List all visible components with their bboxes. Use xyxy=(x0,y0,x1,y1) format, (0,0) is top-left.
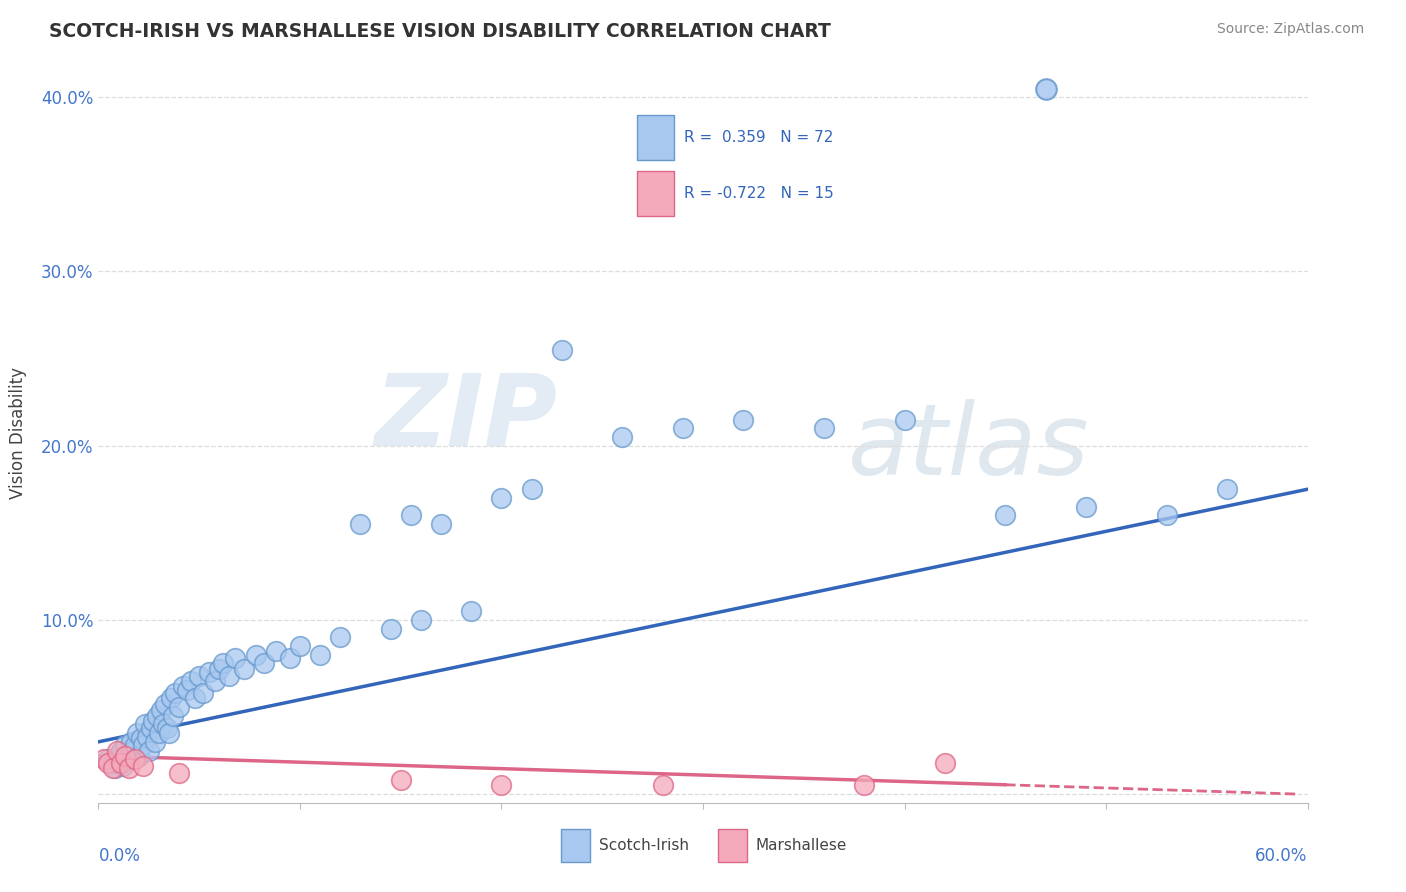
Point xyxy=(218,668,240,682)
Text: 0.0%: 0.0% xyxy=(98,847,141,865)
Point xyxy=(193,686,215,700)
Point xyxy=(278,651,301,665)
Point xyxy=(389,773,412,788)
Point xyxy=(409,613,432,627)
Point xyxy=(114,748,136,763)
Point xyxy=(264,644,287,658)
Point xyxy=(101,756,124,770)
Point xyxy=(129,731,152,746)
Point xyxy=(110,756,132,770)
Text: atlas: atlas xyxy=(848,399,1090,496)
Point xyxy=(152,717,174,731)
Point xyxy=(460,604,482,618)
Point xyxy=(198,665,221,680)
Point xyxy=(139,721,162,735)
Y-axis label: Vision Disability: Vision Disability xyxy=(10,367,27,499)
Point xyxy=(180,673,202,688)
Point xyxy=(111,759,134,773)
Point xyxy=(1216,482,1239,496)
Point xyxy=(142,714,165,728)
Point xyxy=(93,752,115,766)
Point xyxy=(288,639,311,653)
Point xyxy=(1156,508,1178,523)
Point xyxy=(893,412,915,426)
Point xyxy=(349,517,371,532)
Text: ZIP: ZIP xyxy=(375,369,558,467)
Point xyxy=(115,752,138,766)
Point xyxy=(813,421,835,435)
Point xyxy=(124,739,146,753)
Point xyxy=(1074,500,1097,514)
Point xyxy=(167,700,190,714)
Point xyxy=(176,682,198,697)
Point xyxy=(212,657,235,671)
Point xyxy=(160,691,183,706)
Point xyxy=(612,430,634,444)
Point xyxy=(733,412,755,426)
Point xyxy=(135,730,157,744)
Point xyxy=(551,343,574,357)
Point xyxy=(138,743,160,757)
Point xyxy=(224,651,246,665)
Point xyxy=(105,743,128,757)
Point xyxy=(110,743,132,757)
Text: 60.0%: 60.0% xyxy=(1256,847,1308,865)
Point xyxy=(120,735,142,749)
Point xyxy=(184,691,207,706)
Point xyxy=(853,778,876,792)
Point xyxy=(97,756,120,770)
Point xyxy=(146,708,169,723)
Point xyxy=(128,748,150,763)
Point xyxy=(118,748,141,763)
Point xyxy=(309,648,332,662)
Point xyxy=(934,756,956,770)
Point xyxy=(651,778,673,792)
Point xyxy=(107,756,129,770)
Point xyxy=(188,668,211,682)
Point xyxy=(134,717,156,731)
Point xyxy=(121,743,143,757)
Point xyxy=(329,630,352,644)
Point xyxy=(124,752,146,766)
Point xyxy=(118,761,141,775)
Point xyxy=(399,508,422,523)
Point xyxy=(101,761,124,775)
Point xyxy=(380,622,402,636)
Point xyxy=(204,673,226,688)
Point xyxy=(153,697,176,711)
Point xyxy=(149,703,172,717)
Point xyxy=(672,421,695,435)
Point xyxy=(103,761,125,775)
Point xyxy=(245,648,267,662)
Point xyxy=(157,726,180,740)
Point xyxy=(430,517,453,532)
Point xyxy=(105,748,128,763)
Point xyxy=(163,686,186,700)
Point xyxy=(253,657,276,671)
Point xyxy=(162,708,184,723)
Point xyxy=(125,726,148,740)
Point xyxy=(143,735,166,749)
Text: SCOTCH-IRISH VS MARSHALLESE VISION DISABILITY CORRELATION CHART: SCOTCH-IRISH VS MARSHALLESE VISION DISAB… xyxy=(49,22,831,41)
Point xyxy=(232,662,254,676)
Point xyxy=(1035,81,1057,95)
Point xyxy=(208,662,231,676)
Point xyxy=(172,679,194,693)
Point xyxy=(132,739,155,753)
Point xyxy=(148,726,170,740)
Point xyxy=(994,508,1017,523)
Point xyxy=(156,721,179,735)
Point xyxy=(132,759,155,773)
Point xyxy=(491,491,513,505)
Point xyxy=(114,739,136,753)
Point xyxy=(97,752,120,766)
Point xyxy=(491,778,513,792)
Text: Source: ZipAtlas.com: Source: ZipAtlas.com xyxy=(1216,22,1364,37)
Point xyxy=(520,482,543,496)
Point xyxy=(167,766,190,780)
